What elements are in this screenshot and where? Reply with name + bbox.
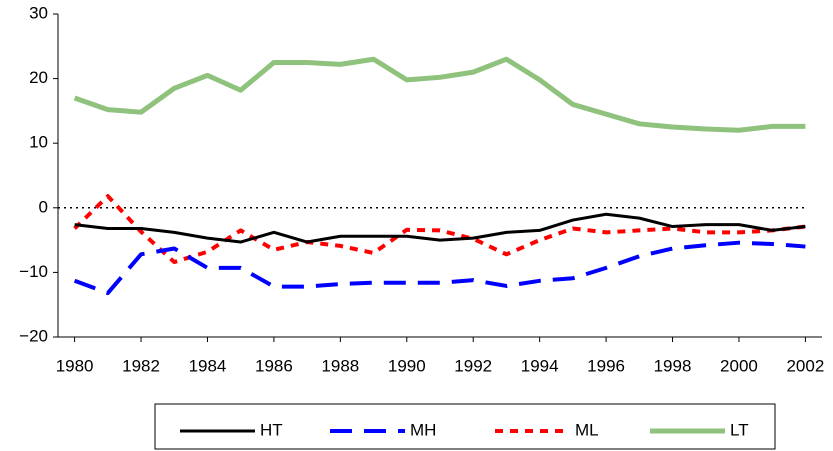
legend-label: LT bbox=[730, 420, 749, 439]
legend-label: ML bbox=[575, 420, 599, 439]
series-line bbox=[73, 194, 806, 265]
series-line bbox=[73, 240, 806, 296]
x-tick-label: 1984 bbox=[189, 356, 227, 375]
x-tick-label: 1990 bbox=[388, 356, 426, 375]
y-tick-label: 20 bbox=[29, 68, 48, 87]
x-tick-label: 1994 bbox=[521, 356, 559, 375]
y-tick-label: −20 bbox=[19, 326, 48, 345]
x-tick-label: 1982 bbox=[122, 356, 160, 375]
y-tick-label: 0 bbox=[39, 197, 48, 216]
series-line bbox=[73, 56, 806, 133]
y-tick-label: −10 bbox=[19, 262, 48, 281]
y-tick-label: 30 bbox=[29, 3, 48, 22]
x-tick-label: 1986 bbox=[255, 356, 293, 375]
x-tick-label: 1992 bbox=[454, 356, 492, 375]
x-tick-label: 2002 bbox=[786, 356, 824, 375]
x-tick-label: 2000 bbox=[720, 356, 758, 375]
legend-box bbox=[154, 403, 776, 450]
x-tick-label: 1996 bbox=[587, 356, 625, 375]
legend-label: HT bbox=[260, 420, 283, 439]
y-tick-label: 10 bbox=[29, 133, 48, 152]
x-tick-label: 1980 bbox=[56, 356, 94, 375]
series-line bbox=[74, 212, 806, 244]
x-tick-label: 1988 bbox=[321, 356, 359, 375]
legend-label: MH bbox=[410, 420, 436, 439]
x-tick-label: 1998 bbox=[654, 356, 692, 375]
